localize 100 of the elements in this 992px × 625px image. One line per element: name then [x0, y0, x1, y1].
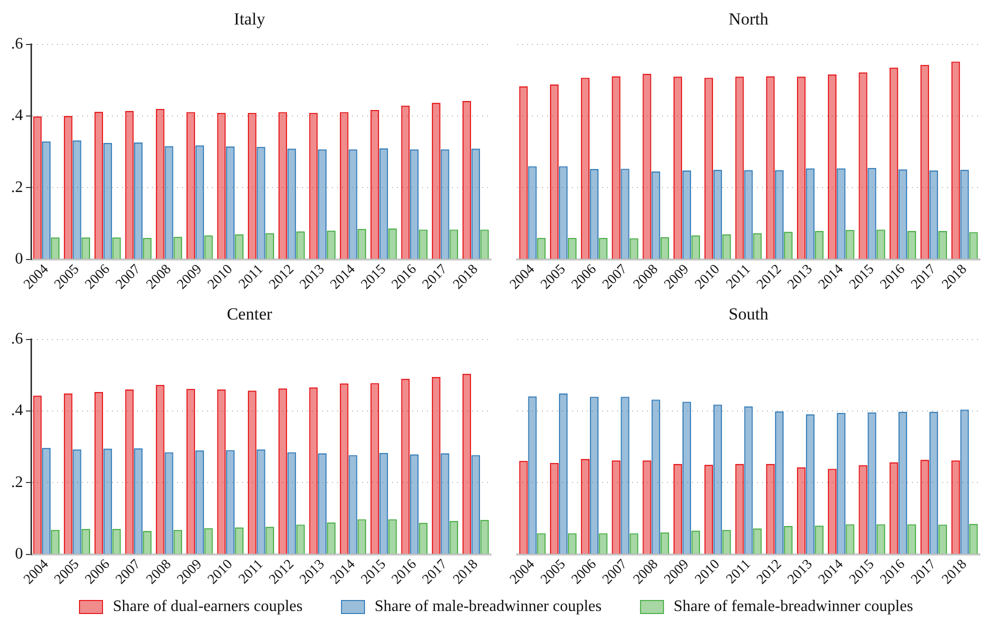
- bar: [256, 146, 266, 259]
- bar: [226, 450, 235, 554]
- bar: [775, 170, 784, 259]
- bar: [722, 530, 731, 554]
- bar: [278, 112, 288, 259]
- bar: [112, 237, 121, 259]
- bar: [33, 116, 42, 259]
- bar: [836, 412, 846, 554]
- bar: [72, 449, 82, 554]
- bar: [142, 238, 152, 259]
- bar: [418, 230, 428, 259]
- bar: [929, 170, 938, 259]
- bar: [951, 460, 960, 554]
- bar: [266, 233, 274, 259]
- y-tick-label: 0: [15, 546, 23, 563]
- bar: [248, 112, 256, 259]
- chart-title: North: [728, 10, 769, 29]
- bar: [234, 234, 244, 259]
- bar: [836, 168, 846, 259]
- bar: [318, 149, 327, 259]
- bar: [806, 168, 815, 259]
- bar: [868, 168, 876, 259]
- bar: [462, 100, 472, 259]
- bar: [673, 76, 682, 259]
- bar: [568, 238, 577, 259]
- bar: [103, 448, 112, 554]
- bar: [266, 526, 274, 554]
- bar: [642, 460, 652, 554]
- bar: [318, 453, 327, 554]
- bar: [846, 230, 854, 259]
- bar: [388, 519, 397, 554]
- bar: [735, 464, 744, 554]
- bar: [287, 148, 296, 259]
- bar: [94, 392, 104, 554]
- bar: [401, 106, 410, 259]
- bar: [814, 526, 824, 554]
- bar: [920, 460, 930, 554]
- bar: [519, 86, 528, 259]
- bar: [204, 528, 213, 554]
- y-tick-label: .6: [11, 36, 23, 53]
- bar: [691, 235, 700, 259]
- bar: [558, 166, 568, 259]
- bar: [814, 231, 824, 259]
- bar: [326, 230, 336, 259]
- bar: [379, 148, 388, 259]
- chart-title: Center: [226, 304, 272, 324]
- bar: [753, 233, 762, 259]
- bar: [42, 448, 51, 554]
- bar: [195, 145, 204, 259]
- bar: [94, 112, 104, 259]
- bar: [876, 524, 886, 554]
- bar: [418, 522, 428, 554]
- bar: [652, 400, 660, 554]
- bar: [432, 102, 440, 259]
- bar: [846, 524, 854, 554]
- bar: [580, 78, 590, 259]
- bar: [722, 234, 731, 259]
- bar: [744, 170, 753, 259]
- bar: [598, 238, 608, 259]
- bar: [969, 524, 978, 554]
- bar: [156, 384, 164, 554]
- bar: [358, 519, 366, 554]
- bar: [704, 464, 714, 554]
- bar: [217, 112, 226, 259]
- bar: [960, 410, 969, 554]
- bar: [296, 524, 305, 554]
- bar: [876, 230, 886, 259]
- bar: [868, 412, 876, 554]
- bar: [660, 532, 670, 554]
- bar: [348, 455, 358, 554]
- bar: [248, 390, 256, 554]
- bar: [673, 464, 682, 554]
- bar: [440, 149, 450, 259]
- bar: [920, 64, 930, 259]
- bar: [550, 462, 559, 554]
- bar: [234, 527, 244, 554]
- bar: [156, 108, 164, 259]
- y-tick-label: .4: [11, 107, 23, 124]
- bar: [388, 228, 397, 259]
- bar: [929, 412, 938, 554]
- legend-label: Share of female-breadwinner couples: [674, 598, 914, 616]
- bar: [550, 84, 559, 259]
- bar: [450, 521, 458, 554]
- bar: [462, 374, 472, 554]
- bar: [652, 172, 660, 259]
- bar: [735, 76, 744, 259]
- bar: [598, 533, 608, 554]
- bar: [890, 462, 898, 554]
- bar: [186, 112, 196, 259]
- bar: [195, 450, 204, 554]
- bar: [340, 383, 348, 554]
- bar: [432, 377, 440, 554]
- bar: [72, 140, 82, 259]
- bar: [204, 235, 213, 259]
- bar: [713, 404, 722, 554]
- bar: [898, 412, 908, 554]
- bar: [174, 530, 182, 554]
- bar: [620, 168, 630, 259]
- bar: [64, 393, 72, 554]
- bar: [174, 236, 182, 259]
